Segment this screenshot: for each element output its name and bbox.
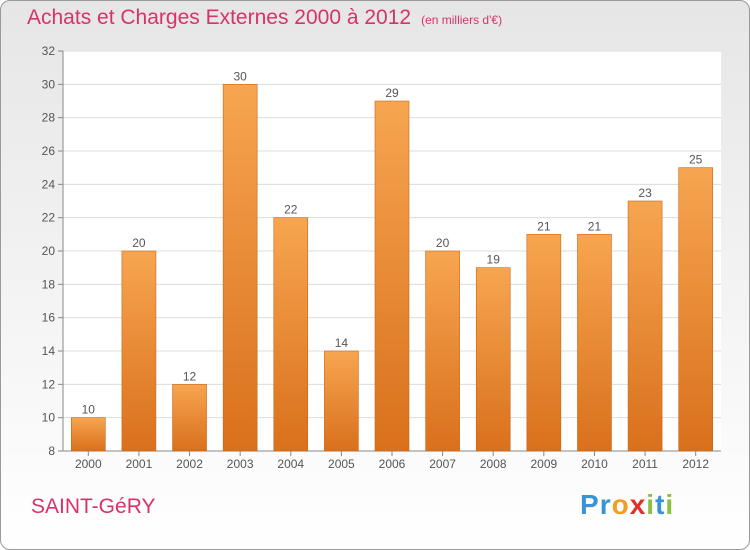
y-tick-label: 24	[42, 177, 56, 191]
x-tick-label: 2004	[277, 457, 304, 471]
x-tick-label: 2002	[176, 457, 203, 471]
y-tick-label: 32	[42, 44, 56, 58]
y-tick-label: 16	[42, 311, 56, 325]
bar-value-label: 21	[588, 219, 602, 233]
x-tick-label: 2003	[227, 457, 254, 471]
commune-name: SAINT-GéRY	[31, 495, 156, 518]
bar	[475, 267, 511, 452]
x-tick-label: 2000	[75, 457, 102, 471]
bar-value-label: 22	[284, 203, 298, 217]
logo-letter: o	[611, 489, 630, 520]
y-tick-label: 14	[42, 344, 56, 358]
y-tick-label: 12	[42, 377, 56, 391]
bar	[324, 350, 359, 452]
bar-value-label: 21	[537, 219, 551, 233]
x-tick-label: 2005	[328, 457, 355, 471]
bar	[222, 84, 258, 452]
logo-letter: i	[646, 489, 656, 520]
x-tick-label: 2006	[379, 457, 406, 471]
bar	[121, 250, 157, 452]
x-tick-label: 2010	[581, 457, 608, 471]
logo-letter: x	[629, 489, 647, 520]
bar	[172, 384, 207, 452]
bar	[425, 250, 460, 452]
bar-value-label: 12	[183, 369, 197, 383]
bar-value-label: 30	[233, 69, 247, 83]
chart-unit: (en milliers d'€)	[421, 13, 503, 27]
logo-letter: i	[665, 489, 675, 520]
proxiti-logo: Proxiti	[580, 489, 674, 521]
bar-value-label: 20	[436, 236, 450, 250]
y-tick-label: 22	[42, 211, 56, 225]
logo-letter: P	[580, 489, 600, 520]
bar-value-label: 14	[335, 336, 349, 350]
logo-letter: r	[599, 489, 612, 520]
bar-value-label: 19	[487, 253, 501, 267]
title-row: Achats et Charges Externes 2000 à 2012 (e…	[27, 6, 502, 30]
bar	[374, 100, 410, 452]
bar	[577, 234, 612, 452]
y-tick-label: 20	[42, 244, 56, 258]
y-tick-label: 28	[42, 111, 56, 125]
x-tick-label: 2011	[632, 457, 658, 471]
bar	[526, 234, 562, 452]
y-tick-label: 30	[42, 77, 56, 91]
bar	[627, 200, 663, 452]
bar-value-label: 25	[689, 153, 703, 167]
bar	[71, 417, 106, 452]
bar-value-label: 20	[132, 236, 146, 250]
bar	[273, 217, 309, 452]
x-tick-label: 2007	[429, 457, 456, 471]
chart-title: Achats et Charges Externes 2000 à 2012	[27, 6, 412, 29]
bar	[678, 167, 713, 452]
bar-value-label: 29	[385, 86, 399, 100]
bar-value-label: 10	[82, 403, 96, 417]
bar-value-label: 23	[638, 186, 652, 200]
y-tick-label: 10	[42, 411, 56, 425]
x-tick-label: 2009	[530, 457, 557, 471]
y-tick-label: 18	[42, 277, 56, 291]
y-tick-label: 26	[42, 144, 56, 158]
y-tick-label: 8	[48, 444, 55, 458]
x-tick-label: 2012	[682, 457, 709, 471]
x-tick-label: 2001	[126, 457, 153, 471]
x-tick-label: 2008	[480, 457, 507, 471]
logo-letter: t	[655, 489, 666, 520]
